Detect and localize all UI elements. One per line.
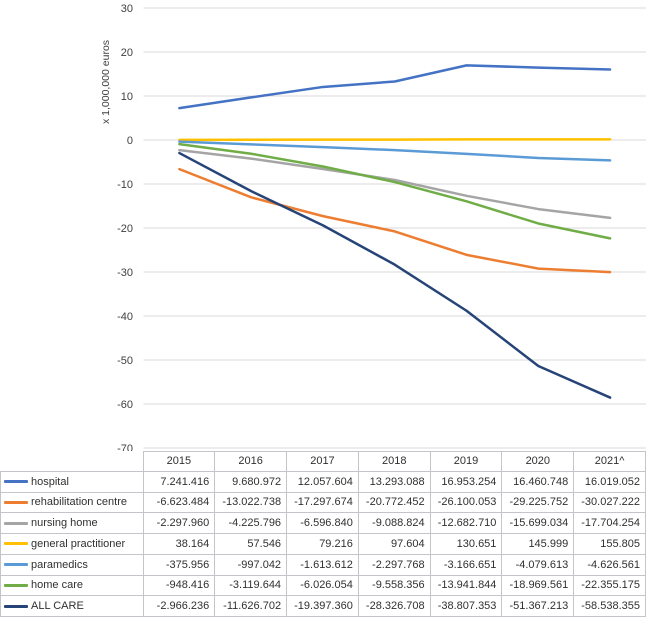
year-header-cell: 2015 (143, 451, 216, 472)
year-header-cell: 2016 (215, 451, 288, 472)
value-cell: 12.057.604 (287, 471, 359, 493)
series-line-all-care (178, 151, 612, 399)
legend-key-line (4, 542, 28, 546)
value-cell: -9.558.356 (358, 575, 431, 597)
value-cell: -17.704.254 (574, 513, 646, 534)
series-label: home care (31, 579, 83, 592)
legend-key-line (4, 500, 28, 504)
legend-key-line (4, 604, 28, 608)
value-cell: -9.088.824 (358, 513, 431, 534)
series-line-nursing-home (178, 148, 612, 220)
series-label-cell: home care (0, 575, 144, 597)
value-cell: -17.297.674 (287, 492, 359, 514)
series-label: rehabilitation centre (31, 496, 128, 509)
chart-data-table: 2015 2016 2017 2018 2019 2020 2021^ hospital 7.2… (0, 451, 646, 617)
value-cell: -15.699.034 (502, 513, 575, 534)
series-label-cell: hospital (0, 471, 144, 493)
series-label-cell: paramedics (0, 554, 144, 576)
value-cell: -375.956 (143, 554, 216, 576)
line-chart-plot-area: 30 20 10 0 -10 -20 -30 -40 -50 -60 -70 (117, 3, 646, 451)
series-line-rehabilitation-centre (178, 167, 612, 274)
value-cell: -3.166.651 (430, 554, 503, 576)
value-cell: -6.596.840 (287, 513, 359, 534)
value-cell: -4.079.613 (502, 554, 575, 576)
series-line-home-care (178, 142, 612, 240)
value-cell: -2.966.236 (143, 596, 216, 617)
value-cell: 9.680.972 (215, 471, 288, 493)
series-label: paramedics (31, 558, 88, 571)
series-label-cell: ALL CARE (0, 596, 144, 617)
series-label-cell: nursing home (0, 513, 144, 534)
year-header-cell: 2018 (358, 451, 431, 472)
value-cell: -18.969.561 (502, 575, 575, 597)
series-label: ALL CARE (31, 600, 84, 613)
series-line-paramedics (178, 140, 612, 162)
year-header-cell: 2021^ (574, 451, 646, 472)
series-label: hospital (31, 475, 69, 488)
value-cell: 79.216 (287, 534, 359, 555)
value-cell: -38.807.353 (430, 596, 503, 617)
value-cell: -2.297.768 (358, 554, 431, 576)
year-header-cell: 2019 (430, 451, 503, 472)
value-cell: 130.651 (430, 534, 503, 555)
value-cell: 38.164 (143, 534, 216, 555)
y-tick-label: -20 (117, 223, 133, 235)
year-header-cell: 2017 (287, 451, 359, 472)
value-cell: -3.119.644 (215, 575, 288, 597)
y-tick-label: -40 (117, 311, 133, 323)
series-line-hospital (178, 64, 612, 110)
value-cell: 145.999 (502, 534, 575, 555)
table-corner-cell (0, 451, 144, 472)
value-cell: -29.225.752 (502, 492, 575, 514)
value-cell: -51.367.213 (502, 596, 575, 617)
value-cell: 57.546 (215, 534, 288, 555)
y-tick-label: -10 (117, 179, 133, 191)
series-label: nursing home (31, 517, 98, 530)
value-cell: -13.022.738 (215, 492, 288, 514)
value-cell: -13.941.844 (430, 575, 503, 597)
value-cell: 16.019.052 (574, 471, 646, 493)
value-cell: -948.416 (143, 575, 216, 597)
year-header-cell: 2020 (502, 451, 575, 472)
value-cell: -6.026.054 (287, 575, 359, 597)
value-cell: -28.326.708 (358, 596, 431, 617)
value-cell: -1.613.612 (287, 554, 359, 576)
value-cell: -6.623.484 (143, 492, 216, 514)
value-cell: -22.355.175 (574, 575, 646, 597)
value-cell: 16.460.748 (502, 471, 575, 493)
legend-key-line (4, 480, 28, 484)
value-cell: -26.100.053 (430, 492, 503, 514)
value-cell: 16.953.254 (430, 471, 503, 493)
value-cell: 13.293.088 (358, 471, 431, 493)
y-tick-label: 0 (127, 135, 133, 147)
legend-key-line (4, 583, 28, 587)
value-cell: -2.297.960 (143, 513, 216, 534)
value-cell: -11.626.702 (215, 596, 288, 617)
value-cell: 7.241.416 (143, 471, 216, 493)
value-cell: -30.027.222 (574, 492, 646, 514)
value-cell: -12.682.710 (430, 513, 503, 534)
value-cell: -20.772.452 (358, 492, 431, 514)
y-tick-label: -50 (117, 355, 133, 367)
value-cell: -997.042 (215, 554, 288, 576)
legend-key-line (4, 521, 28, 525)
series-label-cell: rehabilitation centre (0, 492, 144, 514)
series-label-cell: general practitioner (0, 534, 144, 555)
y-tick-label: 30 (121, 3, 133, 15)
series-label: general practitioner (31, 537, 126, 550)
value-cell: -58.538.355 (574, 596, 646, 617)
value-cell: 155.805 (574, 534, 646, 555)
y-tick-label: -60 (117, 399, 133, 411)
y-tick-label: -30 (117, 267, 133, 279)
value-cell: 97.604 (358, 534, 431, 555)
value-cell: -4.225.796 (215, 513, 288, 534)
value-cell: -19.397.360 (287, 596, 359, 617)
y-tick-label: 20 (121, 47, 133, 59)
value-cell: -4.626.561 (574, 554, 646, 576)
series-line-general-practitioner (178, 138, 612, 142)
y-tick-label: 10 (121, 91, 133, 103)
y-tick-label: -70 (117, 443, 133, 451)
legend-key-line (4, 563, 28, 567)
